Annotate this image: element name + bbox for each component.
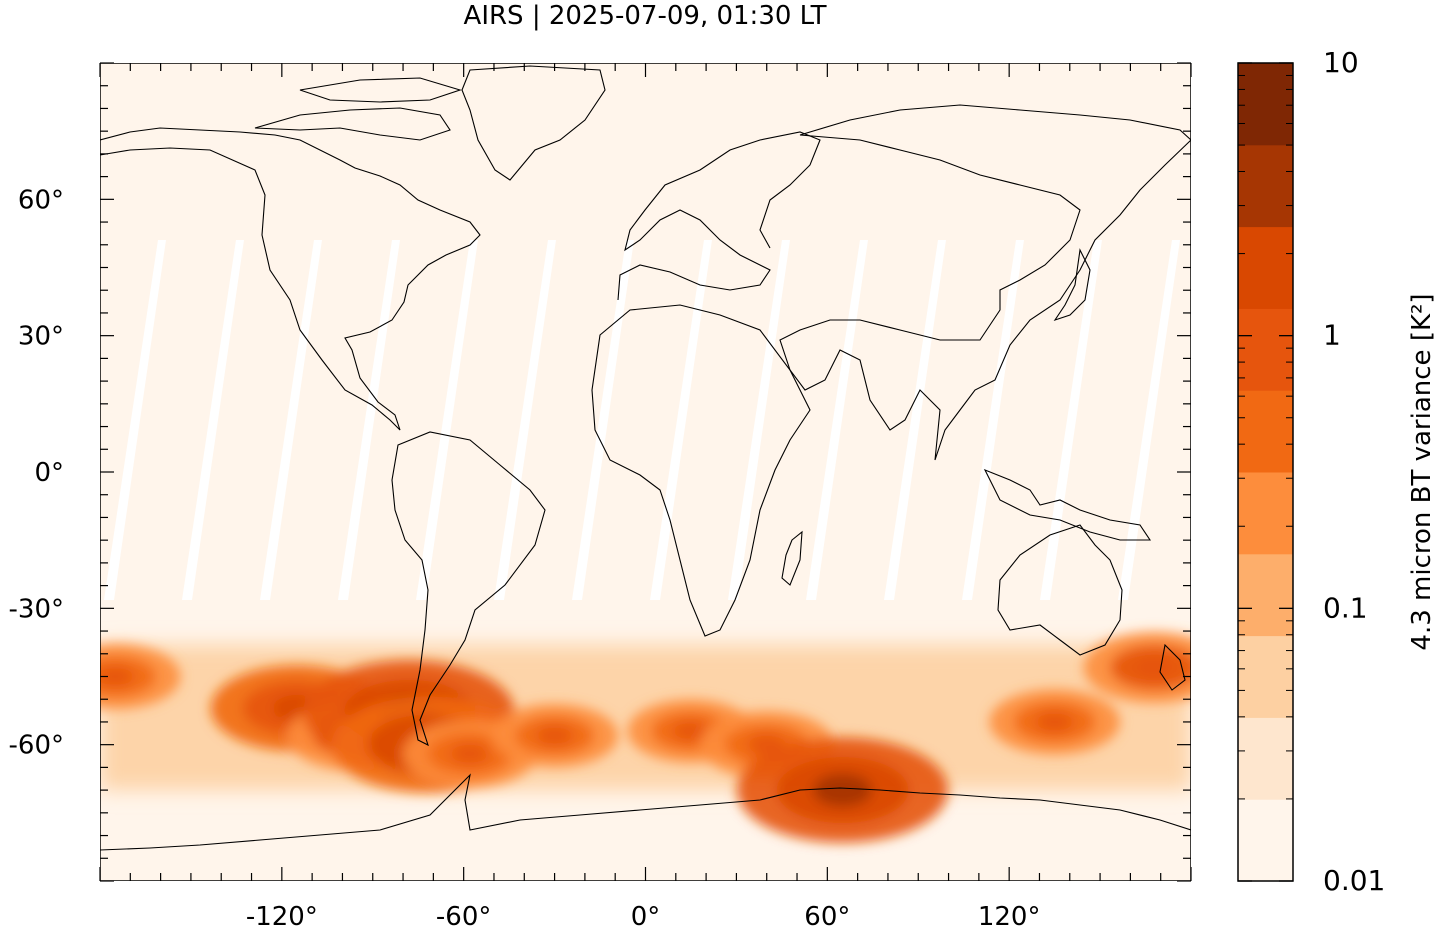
x-tick-label: -120°: [246, 902, 318, 930]
coastline-arctic-islands: [254, 77, 462, 141]
colorbar-tick-label: 10: [1323, 46, 1359, 79]
colorbar-segment: [1238, 144, 1293, 228]
colorbar-segment: [1238, 63, 1293, 146]
y-tick-label: 30°: [18, 322, 64, 352]
hotspot-core: [1134, 656, 1175, 679]
colorbar-tick-label: 1: [1323, 319, 1341, 352]
hotspot-core: [1036, 711, 1073, 733]
hotspot-core: [100, 666, 134, 687]
orbit-gap: [962, 240, 1024, 600]
colorbar-segment: [1238, 308, 1293, 391]
orbit-gap: [182, 240, 244, 600]
colorbar: [1237, 62, 1294, 882]
coastline-asia: [779, 104, 1191, 461]
orbit-gap: [416, 240, 478, 600]
colorbar-segment: [1238, 717, 1293, 800]
colorbar-tick-label: 0.01: [1323, 864, 1385, 897]
coastline-australia: [997, 524, 1123, 656]
hotspot-core: [673, 721, 709, 741]
x-tick-label: 120°: [978, 902, 1041, 930]
coastline-greenland: [461, 65, 606, 181]
orbit-gap: [338, 240, 400, 600]
orbit-gap: [884, 240, 946, 600]
x-tick-labels: -120° -60° 0° 60° 120°: [246, 902, 1041, 932]
colorbar-segment: [1238, 553, 1293, 637]
hotspot-core: [450, 743, 489, 765]
coastline-madagascar: [781, 530, 803, 586]
colorbar-frame: [1237, 62, 1294, 882]
hotspot-core: [536, 725, 573, 746]
coastline-south-america: [391, 431, 546, 747]
colorbar-tick-labels: 10 1 0.1 0.01: [1323, 46, 1385, 897]
y-tick-label: 0°: [34, 458, 64, 488]
orbit-gap: [728, 240, 790, 600]
orbit-gap: [104, 240, 166, 600]
x-tick-label: 60°: [804, 902, 850, 930]
plot-title: AIRS | 2025-07-09, 01:30 LT: [464, 1, 827, 31]
y-tick-label: -30°: [9, 594, 64, 624]
y-tick-label: 60°: [18, 185, 64, 215]
orbit-gap: [1118, 240, 1180, 600]
orbit-gaps: [104, 240, 1180, 600]
x-tick-label: -60°: [436, 902, 491, 930]
orbit-gap: [1040, 240, 1102, 600]
y-tick-label: -60°: [9, 731, 64, 761]
colorbar-tick-label: 0.1: [1323, 591, 1368, 624]
coastline-indonesia: [983, 468, 1152, 541]
orbit-gap: [572, 240, 634, 600]
coastline-africa: [591, 304, 811, 637]
coastline-new-zealand: [1159, 643, 1186, 691]
variance-hotspots: [100, 631, 1191, 843]
orbit-gap: [806, 240, 868, 600]
orbit-gap: [494, 240, 556, 600]
colorbar-segment: [1238, 472, 1293, 555]
colorbar-segment: [1238, 390, 1293, 473]
colorbar-segment: [1238, 226, 1293, 309]
coastline-japan: [1053, 248, 1091, 322]
orbit-gap: [260, 240, 322, 600]
axis-ticks: [99, 62, 1192, 882]
colorbar-segment: [1238, 799, 1293, 882]
coastline-north-america: [100, 127, 481, 431]
colorbar-label: 4.3 micron BT variance [K²]: [1407, 293, 1437, 650]
map-area: [100, 63, 1191, 881]
y-tick-labels: 60° 30° 0° -30° -60°: [9, 185, 64, 760]
coastlines: [100, 65, 1191, 851]
coastline-europe: [617, 131, 821, 301]
x-tick-label: 0°: [631, 902, 661, 930]
colorbar-segment: [1238, 635, 1293, 718]
coastline-antarctica: [100, 773, 1191, 851]
hotspot-core: [812, 773, 873, 807]
orbit-gap: [650, 240, 712, 600]
